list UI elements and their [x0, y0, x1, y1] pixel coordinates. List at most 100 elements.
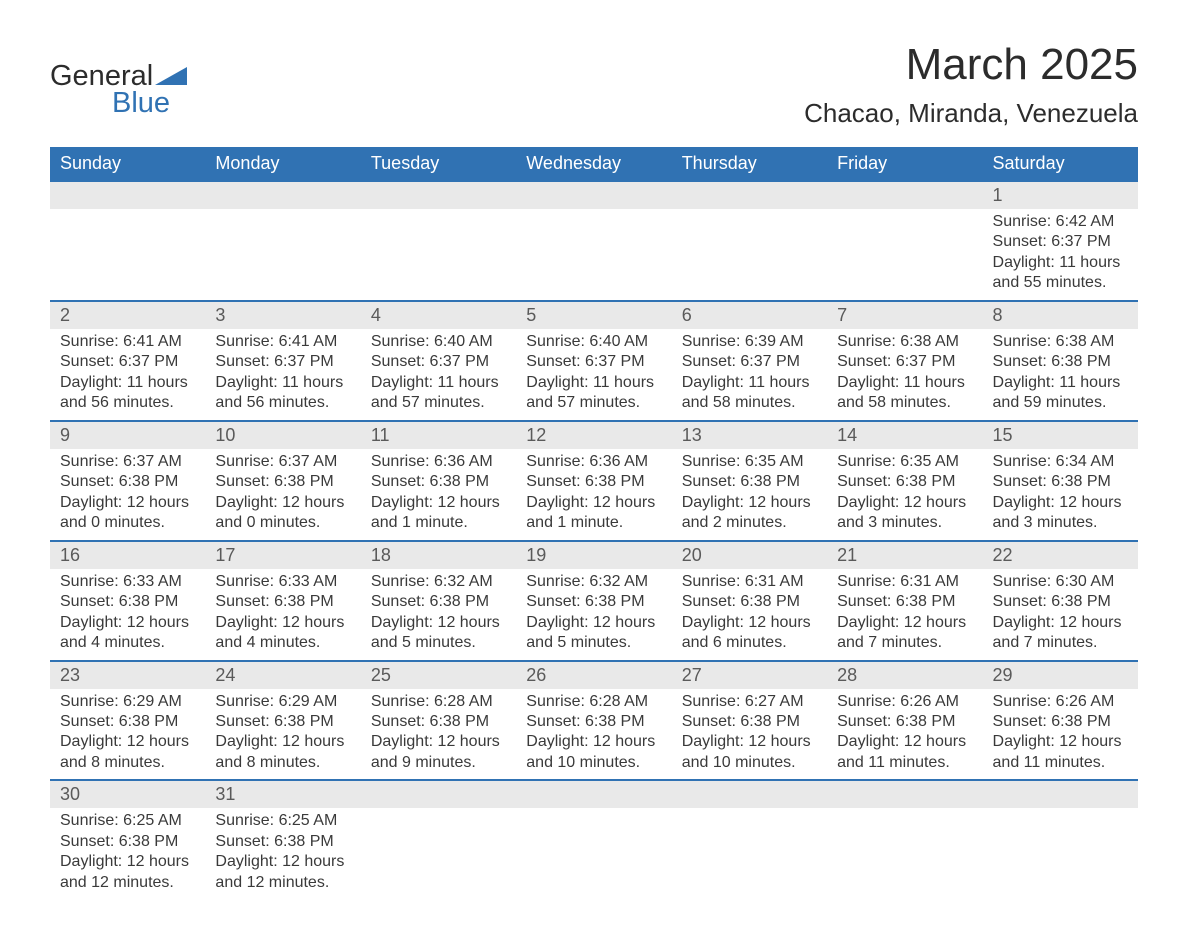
- day-number: [827, 781, 982, 808]
- weekday-header: Tuesday: [361, 147, 516, 181]
- day-details: Sunrise: 6:38 AMSunset: 6:37 PMDaylight:…: [827, 329, 982, 420]
- sunset-text: Sunset: 6:38 PM: [526, 712, 661, 732]
- day-cell: 15Sunrise: 6:34 AMSunset: 6:38 PMDayligh…: [983, 421, 1138, 541]
- day-number: 13: [672, 422, 827, 449]
- sunset-text: Sunset: 6:38 PM: [215, 712, 350, 732]
- day-number: 20: [672, 542, 827, 569]
- day-number: 23: [50, 662, 205, 689]
- sunrise-text: Sunrise: 6:31 AM: [682, 572, 817, 592]
- daylight-text: Daylight: 12 hours and 0 minutes.: [60, 493, 195, 534]
- sunset-text: Sunset: 6:37 PM: [60, 352, 195, 372]
- sunset-text: Sunset: 6:38 PM: [837, 592, 972, 612]
- sunset-text: Sunset: 6:38 PM: [60, 472, 195, 492]
- day-cell: 31Sunrise: 6:25 AMSunset: 6:38 PMDayligh…: [205, 780, 360, 899]
- day-details: Sunrise: 6:35 AMSunset: 6:38 PMDaylight:…: [672, 449, 827, 540]
- day-number: 26: [516, 662, 671, 689]
- day-cell: 7Sunrise: 6:38 AMSunset: 6:37 PMDaylight…: [827, 301, 982, 421]
- day-details: Sunrise: 6:41 AMSunset: 6:37 PMDaylight:…: [205, 329, 360, 420]
- daylight-text: Daylight: 12 hours and 0 minutes.: [215, 493, 350, 534]
- day-details: Sunrise: 6:32 AMSunset: 6:38 PMDaylight:…: [516, 569, 671, 660]
- day-details: [50, 209, 205, 289]
- sunset-text: Sunset: 6:38 PM: [215, 832, 350, 852]
- day-cell: 2Sunrise: 6:41 AMSunset: 6:37 PMDaylight…: [50, 301, 205, 421]
- day-cell: [827, 780, 982, 899]
- daylight-text: Daylight: 12 hours and 5 minutes.: [526, 613, 661, 654]
- daylight-text: Daylight: 12 hours and 8 minutes.: [60, 732, 195, 773]
- day-number: 28: [827, 662, 982, 689]
- sunrise-text: Sunrise: 6:29 AM: [215, 692, 350, 712]
- day-cell: 11Sunrise: 6:36 AMSunset: 6:38 PMDayligh…: [361, 421, 516, 541]
- month-title: March 2025: [804, 40, 1138, 90]
- day-number: 5: [516, 302, 671, 329]
- day-cell: [516, 780, 671, 899]
- day-details: Sunrise: 6:31 AMSunset: 6:38 PMDaylight:…: [672, 569, 827, 660]
- day-number: 25: [361, 662, 516, 689]
- daylight-text: Daylight: 12 hours and 2 minutes.: [682, 493, 817, 534]
- day-number: 10: [205, 422, 360, 449]
- day-cell: 18Sunrise: 6:32 AMSunset: 6:38 PMDayligh…: [361, 541, 516, 661]
- day-details: Sunrise: 6:29 AMSunset: 6:38 PMDaylight:…: [205, 689, 360, 780]
- sunset-text: Sunset: 6:38 PM: [371, 712, 506, 732]
- day-details: Sunrise: 6:41 AMSunset: 6:37 PMDaylight:…: [50, 329, 205, 420]
- sunset-text: Sunset: 6:38 PM: [837, 472, 972, 492]
- day-number: [361, 781, 516, 808]
- daylight-text: Daylight: 12 hours and 1 minute.: [526, 493, 661, 534]
- sunrise-text: Sunrise: 6:38 AM: [993, 332, 1128, 352]
- sunset-text: Sunset: 6:38 PM: [993, 712, 1128, 732]
- sunrise-text: Sunrise: 6:31 AM: [837, 572, 972, 592]
- day-number: 19: [516, 542, 671, 569]
- day-cell: 5Sunrise: 6:40 AMSunset: 6:37 PMDaylight…: [516, 301, 671, 421]
- title-block: March 2025 Chacao, Miranda, Venezuela: [804, 40, 1138, 129]
- sunset-text: Sunset: 6:38 PM: [371, 592, 506, 612]
- sunset-text: Sunset: 6:37 PM: [837, 352, 972, 372]
- sunrise-text: Sunrise: 6:28 AM: [371, 692, 506, 712]
- sunset-text: Sunset: 6:38 PM: [682, 592, 817, 612]
- day-cell: [827, 181, 982, 301]
- daylight-text: Daylight: 11 hours and 58 minutes.: [837, 373, 972, 414]
- daylight-text: Daylight: 12 hours and 6 minutes.: [682, 613, 817, 654]
- daylight-text: Daylight: 11 hours and 56 minutes.: [215, 373, 350, 414]
- sunrise-text: Sunrise: 6:37 AM: [215, 452, 350, 472]
- day-cell: 27Sunrise: 6:27 AMSunset: 6:38 PMDayligh…: [672, 661, 827, 781]
- day-details: [827, 808, 982, 818]
- day-number: 12: [516, 422, 671, 449]
- daylight-text: Daylight: 12 hours and 1 minute.: [371, 493, 506, 534]
- day-number: 18: [361, 542, 516, 569]
- day-cell: 8Sunrise: 6:38 AMSunset: 6:38 PMDaylight…: [983, 301, 1138, 421]
- day-details: Sunrise: 6:40 AMSunset: 6:37 PMDaylight:…: [361, 329, 516, 420]
- day-number: [361, 182, 516, 209]
- day-cell: 16Sunrise: 6:33 AMSunset: 6:38 PMDayligh…: [50, 541, 205, 661]
- day-cell: 13Sunrise: 6:35 AMSunset: 6:38 PMDayligh…: [672, 421, 827, 541]
- daylight-text: Daylight: 12 hours and 7 minutes.: [993, 613, 1128, 654]
- daylight-text: Daylight: 12 hours and 7 minutes.: [837, 613, 972, 654]
- day-cell: 3Sunrise: 6:41 AMSunset: 6:37 PMDaylight…: [205, 301, 360, 421]
- day-number: 29: [983, 662, 1138, 689]
- sunrise-text: Sunrise: 6:34 AM: [993, 452, 1128, 472]
- day-number: [516, 781, 671, 808]
- day-details: [361, 808, 516, 818]
- day-details: Sunrise: 6:25 AMSunset: 6:38 PMDaylight:…: [50, 808, 205, 899]
- header: General Blue March 2025 Chacao, Miranda,…: [50, 40, 1138, 129]
- day-details: Sunrise: 6:33 AMSunset: 6:38 PMDaylight:…: [50, 569, 205, 660]
- calendar-week-row: 30Sunrise: 6:25 AMSunset: 6:38 PMDayligh…: [50, 780, 1138, 899]
- sunrise-text: Sunrise: 6:28 AM: [526, 692, 661, 712]
- day-number: 24: [205, 662, 360, 689]
- day-cell: [205, 181, 360, 301]
- daylight-text: Daylight: 11 hours and 55 minutes.: [993, 253, 1128, 294]
- day-details: [516, 209, 671, 289]
- sunrise-text: Sunrise: 6:38 AM: [837, 332, 972, 352]
- day-number: 30: [50, 781, 205, 808]
- sunrise-text: Sunrise: 6:40 AM: [526, 332, 661, 352]
- sunrise-text: Sunrise: 6:29 AM: [60, 692, 195, 712]
- day-cell: [672, 181, 827, 301]
- day-details: [361, 209, 516, 289]
- day-number: 9: [50, 422, 205, 449]
- day-cell: [361, 181, 516, 301]
- day-number: 3: [205, 302, 360, 329]
- sunrise-text: Sunrise: 6:26 AM: [993, 692, 1128, 712]
- calendar-week-row: 16Sunrise: 6:33 AMSunset: 6:38 PMDayligh…: [50, 541, 1138, 661]
- day-details: Sunrise: 6:29 AMSunset: 6:38 PMDaylight:…: [50, 689, 205, 780]
- day-cell: 29Sunrise: 6:26 AMSunset: 6:38 PMDayligh…: [983, 661, 1138, 781]
- daylight-text: Daylight: 11 hours and 59 minutes.: [993, 373, 1128, 414]
- sunrise-text: Sunrise: 6:35 AM: [682, 452, 817, 472]
